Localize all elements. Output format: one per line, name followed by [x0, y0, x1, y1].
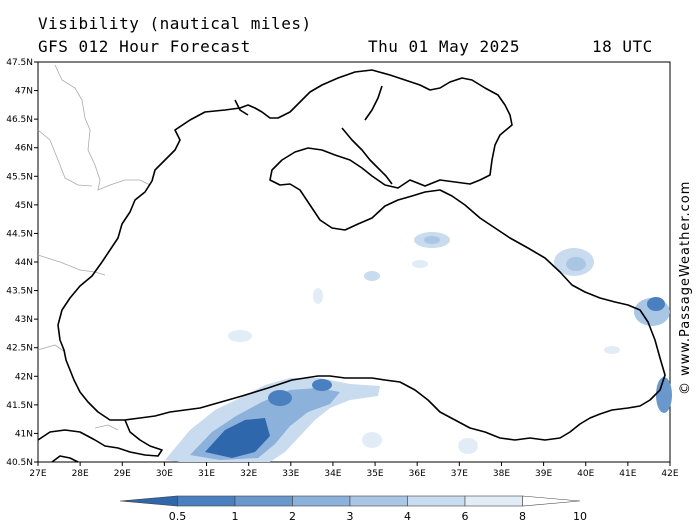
vis-patch	[656, 377, 672, 413]
colorbar-segment	[119, 495, 178, 507]
colorbar-segment	[292, 495, 351, 507]
colorbar-segment	[177, 495, 236, 507]
vis-patch	[228, 330, 252, 342]
lon-tick-label: 42E	[661, 469, 678, 479]
lat-tick-label: 42N	[15, 372, 33, 382]
lat-tick-label: 44N	[15, 258, 33, 268]
vis-patch	[362, 432, 382, 448]
coastline	[37, 69, 666, 463]
vis-patch	[205, 418, 270, 458]
lon-tick-label: 40E	[577, 469, 594, 479]
lat-tick-label: 41N	[15, 429, 33, 439]
lon-tick-label: 31E	[198, 469, 215, 479]
lat-tick-label: 41.5N	[6, 401, 33, 411]
vis-patch	[458, 438, 478, 454]
lon-tick-label: 41E	[619, 469, 636, 479]
vis-patch	[312, 379, 332, 391]
lat-tick-label: 43N	[15, 315, 33, 325]
forecast-time: 18 UTC	[592, 37, 653, 56]
lon-tick-label: 27E	[29, 469, 46, 479]
lat-tick-label: 42.5N	[6, 344, 33, 354]
lat-tick-label: 47.5N	[6, 58, 33, 68]
visibility-map: 27E 28E 29E 30E 31E 32E 33E 34E 35E 36E 37E 38E 39E 4…	[6, 58, 679, 479]
visibility-shading	[165, 232, 672, 462]
copyright-notice: © www.PassageWeather.com	[678, 180, 693, 395]
longitude-axis: 27E 28E 29E 30E 31E 32E 33E 34E 35E 36E 37E 38E 39E 4…	[29, 462, 679, 479]
lat-tick-label: 44.5N	[6, 229, 33, 239]
colorbar-label: 8	[519, 510, 526, 523]
colorbar-label: 0.5	[169, 510, 187, 523]
colorbar-segment	[349, 495, 408, 507]
lat-tick-label: 46.5N	[6, 115, 33, 125]
lat-tick-label: 43.5N	[6, 287, 33, 297]
vis-patch	[566, 257, 586, 271]
lat-tick-label: 45N	[15, 201, 33, 211]
colorbar-segment	[407, 495, 466, 507]
lon-tick-label: 29E	[114, 469, 131, 479]
lat-tick-label: 45.5N	[6, 172, 33, 182]
colorbar-segment	[464, 495, 523, 507]
forecast-date: Thu 01 May 2025	[368, 37, 520, 56]
lon-tick-label: 39E	[535, 469, 552, 479]
lon-tick-label: 32E	[240, 469, 257, 479]
lon-tick-label: 35E	[366, 469, 383, 479]
vis-patch	[364, 271, 380, 281]
visibility-colorbar: 0.5 1 2 3 4 6 8 10	[119, 495, 587, 523]
vis-patch	[604, 346, 620, 354]
colorbar-label: 4	[404, 510, 411, 523]
lat-tick-label: 40.5N	[6, 458, 33, 468]
lon-tick-label: 36E	[409, 469, 426, 479]
colorbar-label: 1	[232, 510, 239, 523]
vis-patch	[313, 288, 323, 304]
country-borders	[37, 64, 151, 431]
lon-tick-label: 28E	[72, 469, 89, 479]
map-variable-title: Visibility (nautical miles)	[38, 14, 312, 33]
latitude-axis: 47.5N 47N 46.5N 46N 45.5N 45N 44.5N 44N 43.5N 43N…	[6, 58, 38, 468]
lon-tick-label: 34E	[324, 469, 341, 479]
lon-tick-label: 33E	[282, 469, 299, 479]
vis-patch	[412, 260, 428, 268]
lon-tick-label: 37E	[451, 469, 468, 479]
lat-tick-label: 47N	[15, 87, 33, 97]
lon-tick-label: 38E	[493, 469, 510, 479]
colorbar-segment	[522, 495, 581, 507]
lon-tick-label: 30E	[156, 469, 173, 479]
colorbar-label: 2	[289, 510, 296, 523]
lat-tick-label: 46N	[15, 144, 33, 154]
colorbar-label: 3	[347, 510, 354, 523]
forecast-model-title: GFS 012 Hour Forecast	[38, 37, 251, 56]
vis-patch	[424, 236, 440, 244]
vis-patch	[647, 297, 665, 311]
colorbar-label: 6	[462, 510, 469, 523]
colorbar-label: 10	[573, 510, 587, 523]
vis-patch	[268, 390, 292, 406]
colorbar-segment	[234, 495, 293, 507]
